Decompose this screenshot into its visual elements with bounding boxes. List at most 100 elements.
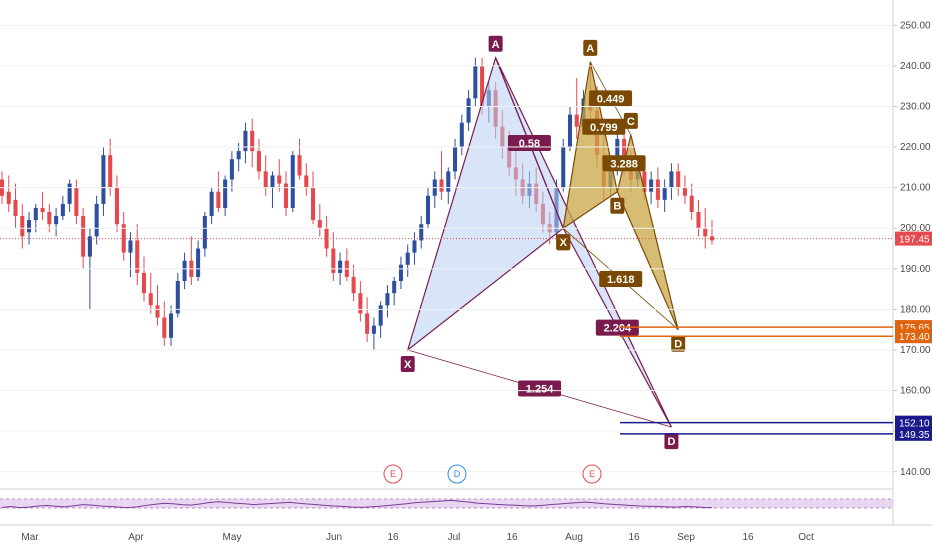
candle-body (81, 216, 86, 257)
price-tick-label: 210.00 (900, 183, 931, 194)
ratio-tag-bg (602, 155, 646, 172)
time-label: 16 (742, 532, 754, 543)
candle-body (385, 293, 390, 306)
candle-body (270, 175, 275, 188)
candle (459, 114, 464, 156)
candle-body (669, 171, 674, 188)
candle-body (338, 260, 343, 273)
candle (277, 159, 282, 192)
candle-body (567, 114, 573, 148)
candle-body (256, 151, 261, 172)
ratio-label: 0.58 (511, 135, 548, 151)
level-lines-layer (620, 326, 893, 435)
candle-body (250, 130, 255, 152)
time-label: Aug (565, 532, 583, 543)
current-price-tag-label: 197.45 (899, 235, 930, 246)
candle (405, 244, 410, 277)
pattern-point-label: B (610, 197, 625, 214)
candle (392, 276, 397, 306)
candle (304, 163, 309, 196)
candle (182, 252, 187, 290)
candle (466, 90, 471, 131)
price-tick-label: 140.00 (900, 467, 931, 478)
candle (676, 163, 681, 196)
candle-body (682, 187, 687, 196)
candle (20, 203, 25, 249)
price-tick-label: 220.00 (900, 142, 931, 153)
candle (689, 183, 694, 221)
candle (574, 78, 579, 139)
candle (378, 301, 383, 338)
candle (60, 195, 65, 221)
candle-body (216, 191, 221, 208)
event-label: D (454, 469, 461, 479)
candle (696, 199, 701, 237)
candle-body (676, 171, 681, 188)
candle (412, 232, 417, 265)
candle (250, 118, 255, 168)
candle-body (703, 228, 708, 237)
candle-body (223, 179, 228, 208)
price-tick-label: 250.00 (900, 20, 931, 31)
ratio-tag-text: 1.254 (526, 384, 554, 396)
candle (94, 195, 99, 245)
candle (669, 163, 674, 200)
candle (169, 305, 174, 346)
time-label: May (223, 532, 242, 543)
ratio-tag-bg (518, 380, 562, 397)
harmonic-pattern-gold[interactable]: X A B C D 0.449 0.799 3.288 1.618 (556, 39, 686, 352)
price-tag-bg (895, 426, 932, 441)
rsi-pane[interactable] (0, 498, 893, 509)
candle-body (439, 179, 444, 192)
ratio-tag-text: 0.58 (519, 138, 540, 150)
candle-body (358, 293, 363, 314)
candle-body (561, 147, 566, 188)
ratio-tag-bg (599, 270, 643, 287)
candle (270, 171, 275, 208)
pattern-point-label: D (671, 335, 686, 352)
candle-body (662, 187, 667, 200)
time-label: Sep (677, 532, 695, 543)
candle (33, 203, 38, 233)
ratio-tag-text: 2.204 (604, 323, 632, 335)
event-marker[interactable]: D (447, 464, 467, 484)
time-label: 16 (506, 532, 518, 543)
point-tag-text: A (492, 39, 500, 51)
candle (135, 224, 140, 286)
price-tick-label: 190.00 (900, 264, 931, 275)
ratio-tag-text: 1.618 (607, 274, 635, 286)
candle (202, 212, 207, 257)
candle-body (473, 65, 478, 99)
ratio-label: 1.618 (599, 270, 643, 287)
ratio-tag-bg (589, 90, 633, 107)
price-tag-label: 152.10 (899, 419, 930, 430)
event-marker[interactable]: E (582, 464, 602, 484)
candle-body (229, 159, 234, 180)
candle-body (622, 138, 627, 168)
event-marker[interactable]: E (383, 464, 403, 484)
candle-body (33, 207, 38, 221)
candle-body (446, 171, 451, 192)
candle (54, 207, 59, 237)
price-tag-label: 175.65 (899, 323, 930, 334)
candle-body (209, 191, 214, 217)
point-tag-bg (400, 356, 415, 372)
candle-body (574, 114, 579, 127)
candle (385, 285, 390, 318)
candle-body (324, 228, 329, 249)
candle-body (642, 171, 647, 192)
candle-body (283, 183, 289, 208)
candle (243, 122, 248, 164)
price-tick-label: 200.00 (900, 223, 931, 234)
pattern-point-label: X (400, 356, 415, 372)
candle (446, 167, 451, 204)
candle (311, 171, 316, 225)
price-tick-label: 170.00 (900, 345, 931, 356)
candle-body (649, 179, 654, 192)
candle-body (655, 179, 660, 200)
candle-body (128, 240, 133, 253)
price-tick-label: 180.00 (900, 304, 931, 315)
